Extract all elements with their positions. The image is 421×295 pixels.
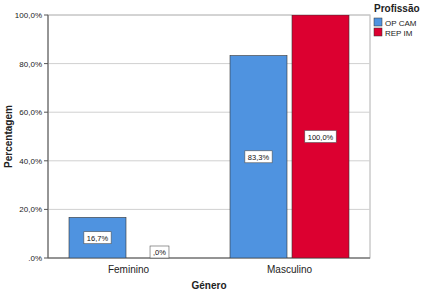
bar bbox=[230, 56, 287, 258]
x-axis-title: Género bbox=[191, 280, 226, 291]
data-label-group: ,0% bbox=[150, 246, 169, 258]
chart: .0% 20,0% 40,0% 60,0% 80,0% 100,0% Feminino Mas… bbox=[0, 0, 421, 295]
bar bbox=[292, 15, 349, 258]
data-label-group: 16,7% bbox=[84, 232, 111, 244]
tick-label: 60,0% bbox=[19, 108, 42, 117]
category-label: Masculino bbox=[267, 264, 312, 275]
tick-mark bbox=[44, 258, 48, 259]
tick-label: .0% bbox=[28, 254, 42, 263]
tick-label: 20,0% bbox=[19, 205, 42, 214]
data-label: 16,7% bbox=[87, 234, 109, 243]
legend-label: REP IM bbox=[385, 29, 413, 38]
tick-mark bbox=[44, 112, 48, 113]
legend-swatch bbox=[374, 28, 382, 36]
tick-label: 80,0% bbox=[19, 60, 42, 69]
legend-title: Profissão bbox=[374, 3, 420, 14]
legend-label: OP CAM bbox=[385, 19, 417, 28]
data-label-box bbox=[305, 131, 336, 143]
category-label: Feminino bbox=[108, 264, 150, 275]
data-label: 83,3% bbox=[248, 153, 270, 162]
data-label: ,0% bbox=[153, 248, 166, 257]
plot-frame bbox=[48, 15, 370, 258]
y-axis-title: Percentagem bbox=[3, 105, 14, 168]
data-label-box bbox=[84, 232, 111, 244]
data-label-group: 100,0% bbox=[305, 131, 336, 143]
tick-mark bbox=[44, 160, 48, 161]
y-axis bbox=[48, 15, 49, 258]
tick-label: 100,0% bbox=[15, 11, 42, 20]
bar bbox=[69, 217, 126, 258]
data-label: 100,0% bbox=[308, 133, 334, 142]
tick-mark bbox=[44, 209, 48, 210]
bars bbox=[69, 15, 349, 258]
data-label-group: 83,3% bbox=[245, 151, 272, 163]
legend-swatch bbox=[374, 18, 382, 26]
tick-label: 40,0% bbox=[19, 157, 42, 166]
data-label-box bbox=[150, 246, 169, 258]
tick-mark bbox=[44, 15, 48, 16]
tick-mark bbox=[44, 63, 48, 64]
data-label-box bbox=[245, 151, 272, 163]
